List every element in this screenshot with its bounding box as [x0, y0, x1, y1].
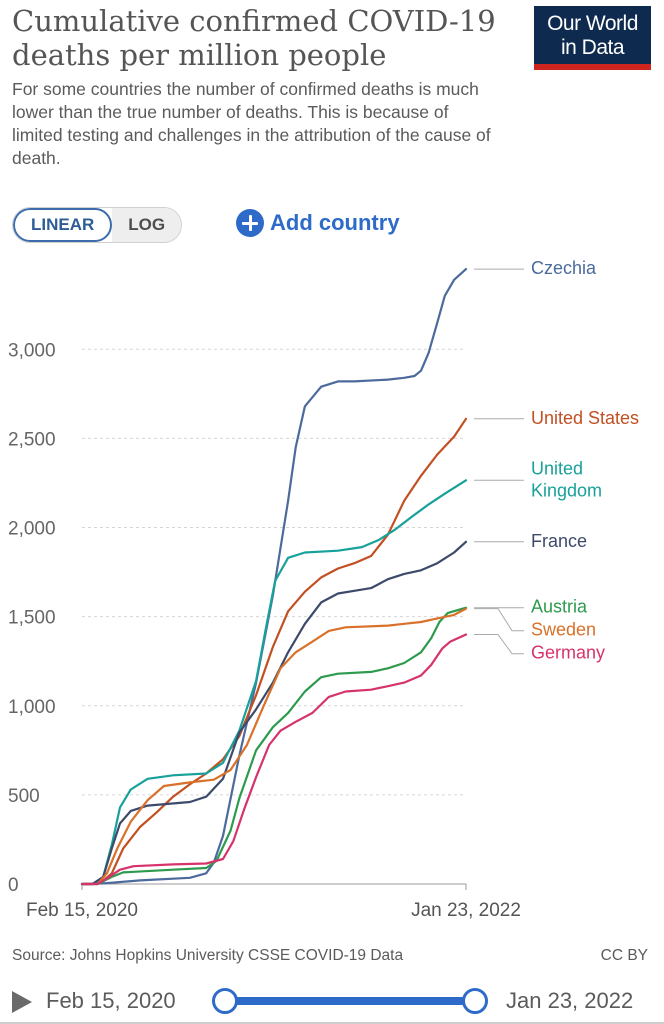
timeline: Feb 15, 2020 Jan 23, 2022 [0, 982, 664, 1022]
y-tick-label: 500 [8, 786, 40, 807]
bottom-divider [0, 1022, 664, 1024]
series-line-austria [80, 606, 468, 886]
label-connector [474, 634, 524, 655]
series-label-czechia: Czechia [531, 258, 597, 278]
scale-toggle: LINEAR LOG [12, 207, 183, 243]
series-line-united-states [80, 417, 468, 886]
timeline-start-handle[interactable] [212, 988, 238, 1014]
timeline-end-label: Jan 23, 2022 [506, 988, 634, 1013]
plus-circle-icon [236, 209, 264, 237]
y-tick-label: 2,000 [8, 519, 56, 540]
label-connector [474, 608, 524, 632]
x-tick-label: Jan 23, 2022 [411, 900, 521, 921]
series-line-czechia [80, 268, 468, 886]
x-tick-label: Feb 15, 2020 [26, 900, 138, 921]
logo-line-2: in Data [560, 36, 625, 59]
line-chart: 0 500 1,000 1,500 2,000 2,500 3,000 Feb 15, 202… [8, 258, 639, 921]
logo-line-1: Our World [547, 12, 638, 35]
series-label-united-kingdom: United [531, 458, 583, 478]
logo-accent-bar [534, 64, 651, 70]
chart-title: Cumulative confirmed COVID-19 deaths per… [12, 4, 496, 72]
series-label-united-states: United States [531, 408, 639, 428]
log-scale-button[interactable]: LOG [112, 208, 182, 242]
series-line-germany [80, 633, 468, 886]
timeline-track[interactable] [224, 997, 474, 1005]
y-tick-label: 3,000 [8, 340, 56, 361]
y-tick-label: 2,500 [8, 429, 56, 450]
series-label-sweden: Sweden [531, 620, 596, 640]
series-label-germany: Germany [531, 643, 605, 663]
timeline-start-label: Feb 15, 2020 [46, 988, 176, 1013]
license-link[interactable]: CC BY [600, 947, 648, 964]
y-tick-label: 1,500 [8, 608, 56, 629]
series-label-austria: Austria [531, 597, 588, 617]
y-tick-label: 1,000 [8, 697, 56, 718]
play-icon[interactable] [12, 991, 32, 1013]
y-tick-label: 0 [8, 875, 19, 896]
series-line-united-kingdom [80, 479, 468, 886]
add-country-label: Add country [270, 210, 400, 235]
series-label-france: France [531, 531, 587, 551]
source-note[interactable]: Source: Johns Hopkins University CSSE CO… [12, 947, 404, 964]
chart-subtitle: For some countries the number of confirm… [12, 79, 491, 168]
timeline-end-handle[interactable] [462, 988, 488, 1014]
series-label-united-kingdom: Kingdom [531, 480, 602, 500]
add-country-button[interactable]: Add country [236, 208, 400, 238]
linear-scale-button[interactable]: LINEAR [13, 208, 113, 242]
series-line-sweden [80, 607, 468, 886]
owid-logo[interactable]: Our World in Data [534, 6, 651, 70]
